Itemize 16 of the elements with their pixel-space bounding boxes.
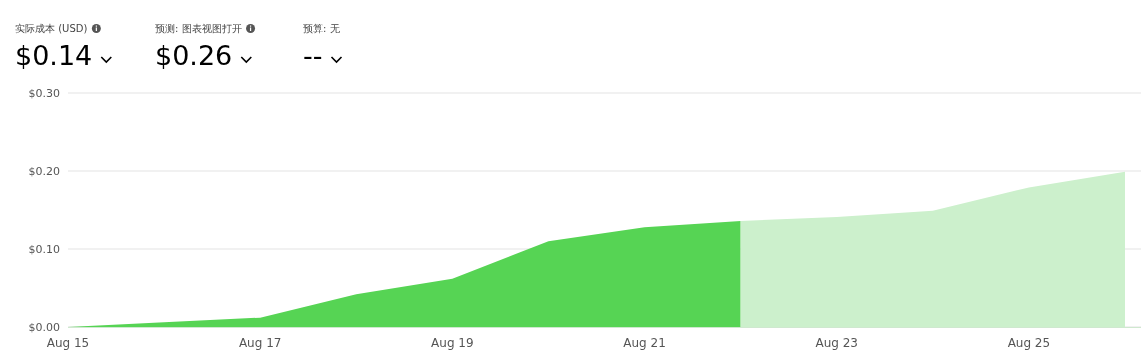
y-tick-label: $0.30	[28, 87, 60, 100]
x-tick-label: Aug 21	[623, 336, 666, 350]
y-tick-label: $0.20	[28, 165, 60, 178]
y-tick-label: $0.10	[28, 243, 60, 256]
x-tick-label: Aug 25	[1007, 336, 1051, 350]
text: 预算: 无	[303, 23, 340, 34]
text: 实际成本 (USD)	[15, 23, 88, 34]
text: --	[303, 40, 323, 71]
text: 预测: 图表视图打开	[155, 23, 242, 34]
y-tick-label: $0.00	[28, 321, 60, 334]
x-tick-label: Aug 19	[431, 336, 474, 350]
text: $0.14	[15, 40, 93, 71]
x-tick-label: Aug 15	[46, 336, 90, 350]
x-tick-label: Aug 23	[815, 336, 858, 350]
text: $0.26	[155, 40, 233, 71]
x-tick-label: Aug 17	[238, 336, 282, 350]
